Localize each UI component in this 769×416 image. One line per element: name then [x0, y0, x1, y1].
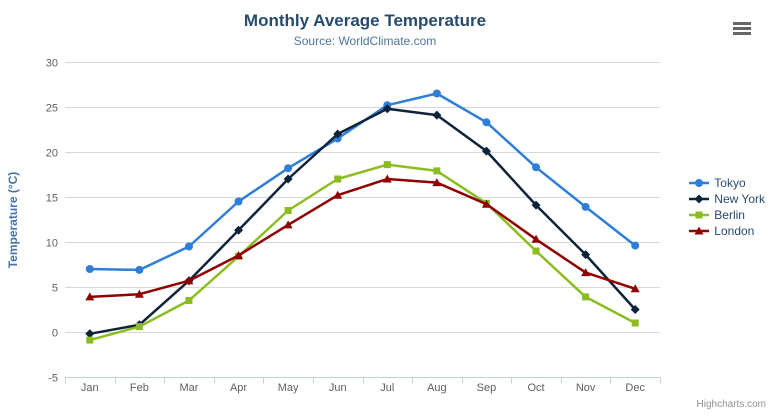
svg-text:15: 15: [46, 193, 58, 205]
svg-text:0: 0: [52, 328, 58, 340]
yaxis-title: Temperature (°C): [6, 171, 20, 269]
tokyo-marker-icon: [689, 179, 710, 187]
legend-label: New York: [714, 191, 765, 206]
svg-text:Sep: Sep: [477, 382, 497, 394]
legend: Tokyo New York Berlin London: [688, 175, 765, 238]
chart-title: Monthly Average Temperature: [243, 11, 487, 30]
svg-text:Jul: Jul: [380, 382, 394, 394]
london-marker-icon: [689, 226, 710, 235]
legend-item-tokyo[interactable]: Tokyo: [688, 175, 765, 190]
svg-text:-5: -5: [48, 373, 58, 385]
series-london: [85, 174, 640, 301]
highcharts-credit[interactable]: Highcharts.com: [696, 399, 766, 410]
svg-text:Oct: Oct: [527, 382, 544, 394]
svg-text:30: 30: [46, 58, 58, 70]
legend-label: Berlin: [714, 207, 745, 222]
svg-text:May: May: [278, 382, 299, 394]
new-york-marker-icon: [689, 194, 710, 204]
legend-label: London: [714, 223, 755, 238]
legend-item-london[interactable]: London: [688, 223, 765, 238]
svg-text:Jun: Jun: [329, 382, 347, 394]
svg-text:25: 25: [46, 103, 58, 115]
svg-text:Aug: Aug: [427, 382, 447, 394]
svg-text:Jan: Jan: [81, 382, 99, 394]
svg-text:Mar: Mar: [179, 382, 198, 394]
chart-subtitle: Source: WorldClimate.com: [293, 34, 437, 48]
svg-text:20: 20: [46, 148, 58, 160]
svg-text:Feb: Feb: [130, 382, 149, 394]
series-new-york: [85, 104, 640, 339]
svg-text:10: 10: [46, 238, 58, 250]
svg-text:Nov: Nov: [576, 382, 596, 394]
series-tokyo: [85, 89, 640, 274]
legend-label: Tokyo: [714, 175, 746, 190]
berlin-marker-icon: [689, 211, 710, 219]
svg-text:Apr: Apr: [230, 382, 247, 394]
hamburger-menu-icon[interactable]: [733, 22, 751, 35]
legend-item-new-york[interactable]: New York: [688, 191, 765, 206]
svg-text:Dec: Dec: [625, 382, 645, 394]
svg-text:5: 5: [52, 283, 58, 295]
legend-item-berlin[interactable]: Berlin: [688, 207, 765, 222]
